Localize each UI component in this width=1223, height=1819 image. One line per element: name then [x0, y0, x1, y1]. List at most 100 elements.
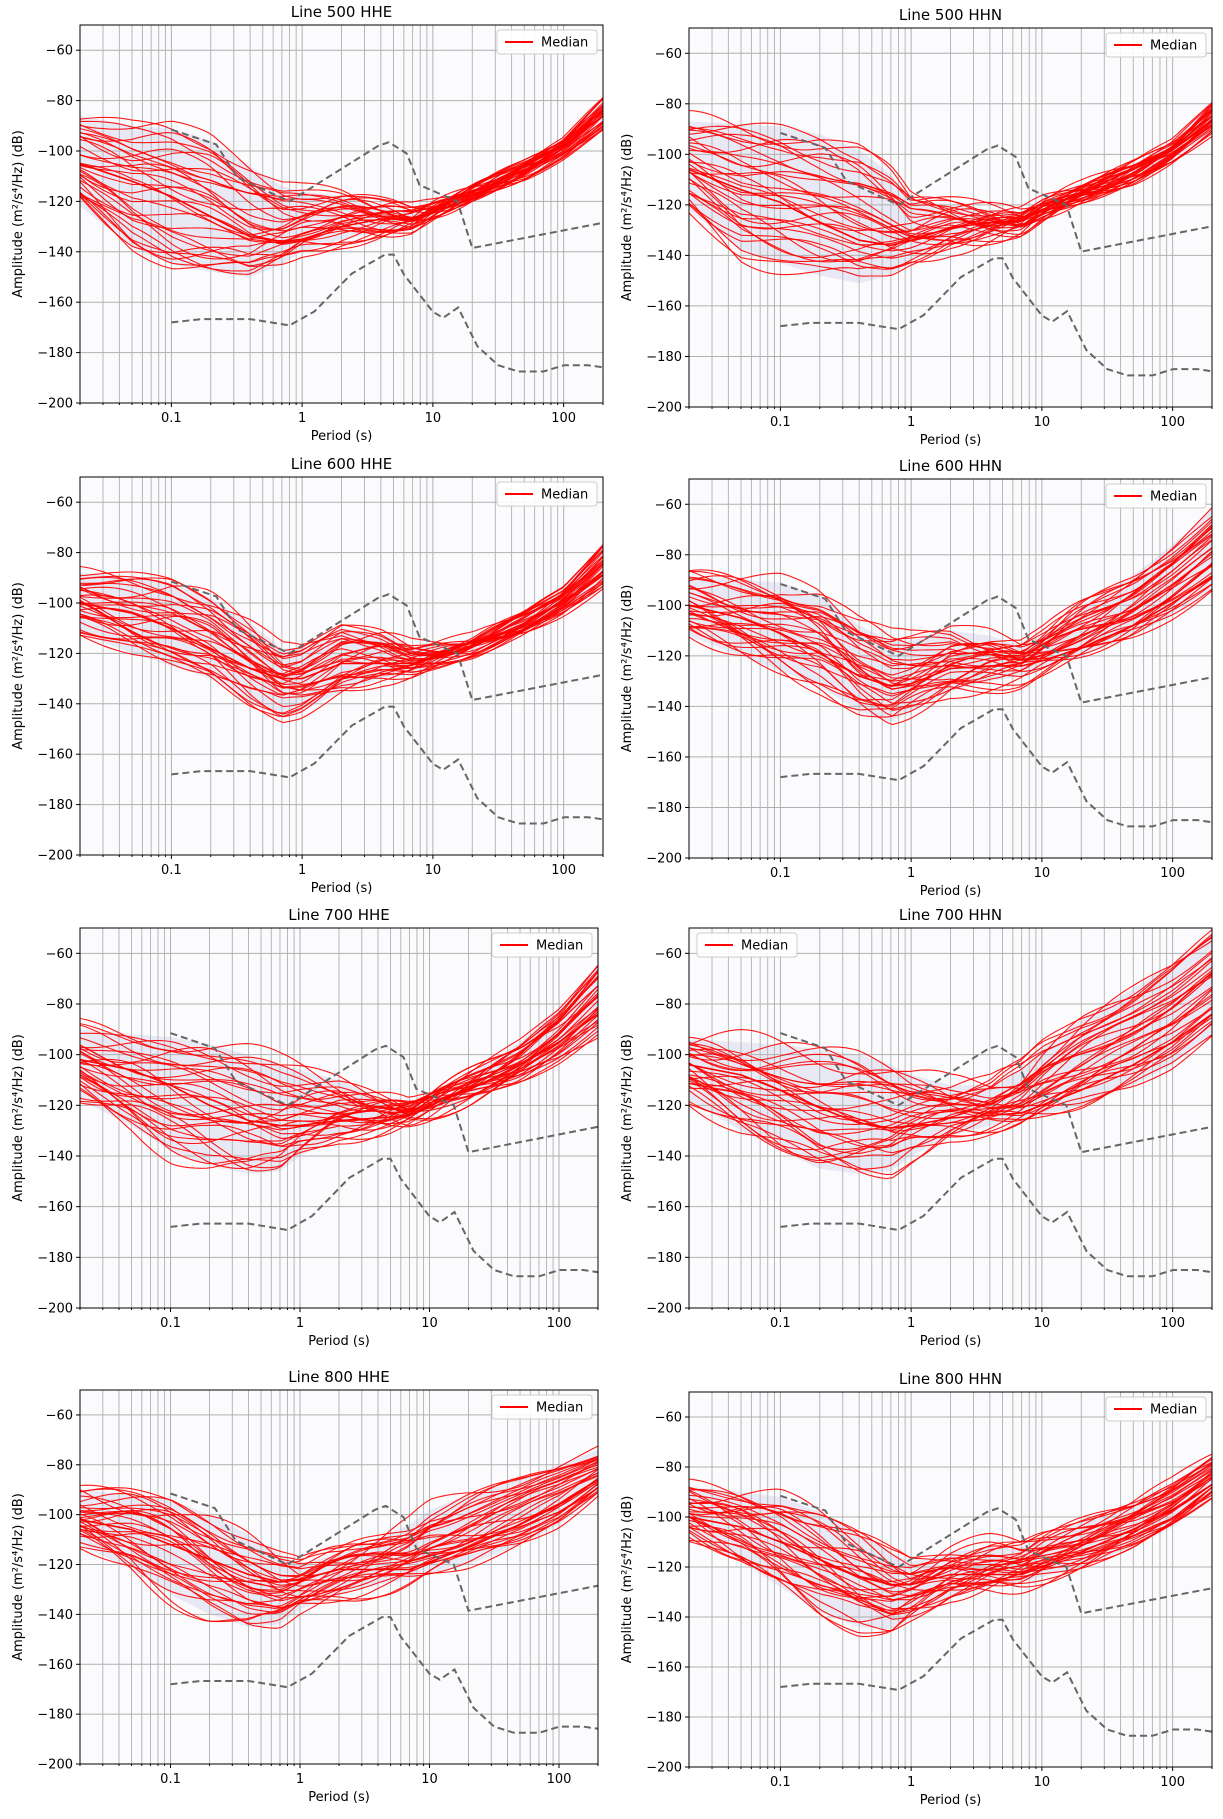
y-tick-label: −160: [646, 750, 682, 765]
x-tick-label: 10: [425, 411, 442, 426]
y-tick-label: −140: [37, 697, 73, 712]
psd-curve: [80, 1472, 598, 1602]
x-tick-label: 10: [425, 863, 442, 878]
y-tick-label: −160: [646, 1661, 682, 1676]
psd-curve: [689, 989, 1212, 1138]
psd-curve: [689, 1463, 1212, 1586]
x-tick-label: 10: [421, 1316, 438, 1331]
psd-curve: [689, 929, 1212, 1097]
x-axis-label: Period (s): [920, 1334, 982, 1349]
y-tick-label: −180: [646, 801, 682, 816]
psd-curve: [80, 98, 603, 222]
y-tick-label: −200: [646, 401, 682, 416]
psd-curve: [80, 112, 603, 243]
psd-curve: [80, 965, 598, 1116]
y-tick-label: −80: [46, 998, 73, 1013]
x-tick-label: 1: [298, 411, 306, 426]
legend: Median: [496, 481, 598, 507]
y-axis-label: Amplitude (m²/s⁴/Hz) (dB): [11, 1034, 26, 1202]
psd-curves: [80, 1445, 598, 1629]
x-tick-label: 0.1: [770, 1775, 791, 1790]
y-tick-label: −180: [646, 1251, 682, 1266]
y-tick-label: −80: [46, 94, 73, 109]
psd-curve: [80, 555, 603, 676]
psd-curve: [689, 969, 1212, 1114]
subplot-title: Line 500 HHN: [899, 6, 1002, 24]
psd-curve: [80, 563, 603, 676]
legend: Median: [496, 29, 598, 55]
new-low-noise-model: [780, 257, 1212, 377]
plot-content: [689, 928, 1212, 1308]
psd-curve: [689, 1487, 1212, 1620]
legend: Median: [1105, 483, 1207, 509]
psd-curve: [80, 1481, 598, 1597]
new-high-noise-model: [780, 582, 1212, 704]
grid: [80, 1390, 598, 1764]
new-high-noise-model: [780, 131, 1212, 253]
x-tick-label: 0.1: [770, 1316, 791, 1331]
legend-box: [1105, 32, 1207, 58]
psd-curve: [80, 1487, 598, 1615]
y-tick-label: −180: [646, 1711, 682, 1726]
psd-curve: [689, 1486, 1212, 1610]
y-axis-label: Amplitude (m²/s⁴/Hz) (dB): [620, 1034, 635, 1202]
new-low-noise-model: [171, 253, 603, 373]
y-tick-label: −100: [37, 145, 73, 160]
x-tick-label: 1: [296, 1772, 304, 1787]
grid: [689, 1392, 1212, 1767]
y-tick-label: −80: [655, 548, 682, 563]
x-tick-label: 0.1: [770, 866, 791, 881]
psd-curve: [689, 1490, 1212, 1602]
new-high-noise-model: [171, 580, 603, 702]
x-tick-label: 0.1: [160, 1316, 181, 1331]
y-tick-label: −180: [37, 1708, 73, 1723]
y-tick-label: −60: [655, 1411, 682, 1426]
new-high-noise-model: [171, 128, 603, 250]
x-tick-label: 100: [551, 863, 576, 878]
y-tick-label: −100: [646, 148, 682, 163]
psd-curve: [80, 1481, 598, 1583]
psd-curve: [80, 549, 603, 655]
y-tick-label: −80: [46, 546, 73, 561]
psd-curve: [689, 937, 1212, 1093]
x-tick-label: 1: [907, 415, 915, 430]
y-tick-label: −60: [46, 496, 73, 511]
x-tick-label: 0.1: [770, 415, 791, 430]
x-tick-label: 100: [1160, 866, 1185, 881]
subplot-title: Line 600 HHN: [899, 457, 1002, 475]
psd-curve: [689, 525, 1212, 657]
y-tick-label: −60: [655, 947, 682, 962]
y-tick-label: −120: [37, 1558, 73, 1573]
psd-curve: [80, 122, 603, 260]
psd-curve: [80, 98, 603, 208]
x-tick-label: 10: [1034, 866, 1051, 881]
x-tick-label: 100: [547, 1772, 572, 1787]
psd-curve: [689, 526, 1212, 656]
y-tick-label: −100: [646, 599, 682, 614]
median-line: [689, 1483, 1212, 1586]
median-line: [80, 1013, 598, 1127]
y-tick-label: −180: [37, 798, 73, 813]
new-low-noise-model: [780, 1618, 1212, 1737]
x-axis-label: Period (s): [311, 429, 373, 444]
psd-curve: [689, 1476, 1212, 1614]
psd-curve: [689, 539, 1212, 690]
legend-box: [496, 481, 598, 507]
psd-curve: [689, 588, 1212, 711]
x-axis-label: Period (s): [920, 433, 982, 448]
x-tick-label: 10: [1034, 1316, 1051, 1331]
psd-curve: [689, 111, 1212, 229]
y-tick-label: −120: [646, 198, 682, 213]
psd-curve: [80, 108, 603, 221]
psd-curve: [689, 547, 1212, 690]
y-tick-label: −60: [655, 498, 682, 513]
y-tick-label: −200: [646, 1761, 682, 1776]
legend-box: [491, 932, 593, 958]
subplot: −60 −80 −100 −120 −140 −160 −180 −200 0.1 1 10 100 L…: [11, 3, 604, 444]
y-tick-label: −120: [646, 1099, 682, 1114]
y-tick-label: −60: [655, 47, 682, 62]
legend: Median: [491, 1394, 593, 1420]
subplot: −60 −80 −100 −120 −140 −160 −180 −200 0.1 1 10 100 L…: [620, 906, 1213, 1349]
y-tick-label: −120: [646, 649, 682, 664]
psd-curve: [689, 1461, 1212, 1587]
